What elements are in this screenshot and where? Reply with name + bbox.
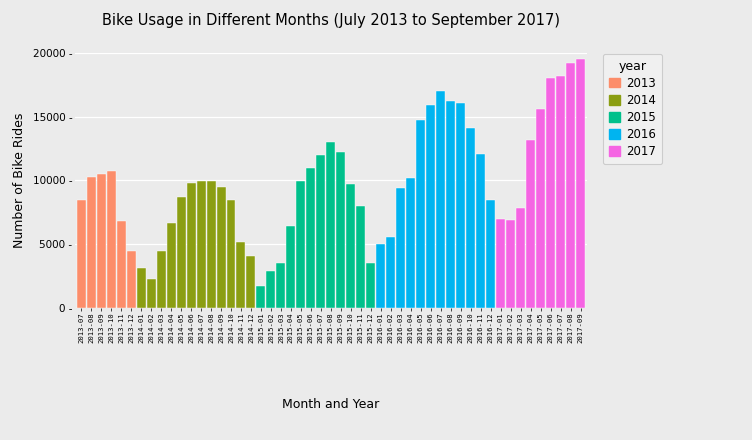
- Bar: [117, 221, 126, 308]
- Bar: [417, 121, 426, 308]
- Bar: [406, 178, 415, 308]
- Bar: [126, 251, 135, 308]
- Bar: [277, 263, 286, 308]
- Bar: [196, 181, 205, 308]
- Bar: [356, 206, 365, 308]
- Bar: [177, 197, 186, 308]
- Bar: [506, 220, 515, 308]
- Legend: 2013, 2014, 2015, 2016, 2017: 2013, 2014, 2015, 2016, 2017: [602, 54, 662, 164]
- Bar: [167, 223, 175, 308]
- Bar: [226, 200, 235, 308]
- Bar: [526, 139, 535, 308]
- Bar: [556, 76, 565, 308]
- Bar: [336, 152, 345, 308]
- X-axis label: Month and Year: Month and Year: [282, 398, 380, 411]
- Bar: [536, 109, 545, 308]
- Bar: [296, 181, 305, 308]
- Bar: [207, 181, 216, 308]
- Bar: [426, 105, 435, 308]
- Bar: [516, 209, 525, 308]
- Bar: [256, 286, 265, 308]
- Bar: [546, 78, 555, 308]
- Bar: [77, 200, 86, 308]
- Text: Bike Usage in Different Months (July 2013 to September 2017): Bike Usage in Different Months (July 201…: [102, 13, 560, 28]
- Bar: [156, 251, 165, 308]
- Bar: [137, 268, 146, 308]
- Bar: [217, 187, 226, 308]
- Bar: [436, 91, 445, 308]
- Y-axis label: Number of Bike Rides: Number of Bike Rides: [13, 113, 26, 248]
- Bar: [247, 256, 256, 308]
- Bar: [287, 226, 296, 308]
- Bar: [576, 59, 585, 308]
- Bar: [236, 242, 245, 308]
- Bar: [107, 172, 116, 308]
- Bar: [376, 244, 385, 308]
- Bar: [306, 168, 315, 308]
- Bar: [147, 279, 156, 308]
- Bar: [366, 263, 375, 308]
- Bar: [476, 154, 485, 308]
- Bar: [266, 271, 275, 308]
- Bar: [86, 176, 96, 308]
- Bar: [396, 188, 405, 308]
- Bar: [446, 101, 455, 308]
- Bar: [487, 200, 495, 308]
- Bar: [466, 128, 475, 308]
- Bar: [186, 183, 196, 308]
- Bar: [317, 155, 326, 308]
- Bar: [326, 142, 335, 308]
- Bar: [347, 184, 356, 308]
- Bar: [456, 103, 465, 308]
- Bar: [387, 237, 396, 308]
- Bar: [496, 219, 505, 308]
- Bar: [97, 174, 106, 308]
- Bar: [566, 63, 575, 308]
